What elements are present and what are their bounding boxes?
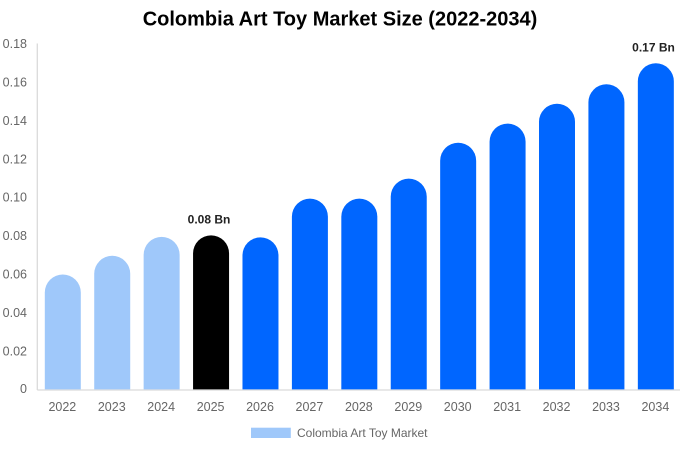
svg-text:2026: 2026 <box>246 400 274 414</box>
svg-text:0.18: 0.18 <box>3 37 27 51</box>
svg-text:0: 0 <box>20 382 27 396</box>
svg-text:0.16: 0.16 <box>3 76 27 90</box>
svg-text:2032: 2032 <box>543 400 571 414</box>
svg-text:2023: 2023 <box>98 400 126 414</box>
svg-text:Colombia Art Toy Market: Colombia Art Toy Market <box>297 426 428 440</box>
svg-text:0.17 Bn: 0.17 Bn <box>632 41 675 55</box>
svg-text:0.12: 0.12 <box>3 152 27 166</box>
svg-text:2034: 2034 <box>641 400 669 414</box>
svg-text:2022: 2022 <box>48 400 76 414</box>
svg-text:2031: 2031 <box>493 400 521 414</box>
svg-text:0.10: 0.10 <box>3 191 27 205</box>
svg-text:0.08 Bn: 0.08 Bn <box>188 213 231 227</box>
svg-text:2029: 2029 <box>394 400 422 414</box>
svg-text:Colombia Art Toy Market Size (: Colombia Art Toy Market Size (2022-2034) <box>143 9 538 31</box>
svg-text:0.02: 0.02 <box>3 344 27 358</box>
svg-text:0.06: 0.06 <box>3 268 27 282</box>
svg-text:2033: 2033 <box>592 400 620 414</box>
svg-text:2030: 2030 <box>444 400 472 414</box>
svg-text:2028: 2028 <box>345 400 373 414</box>
svg-text:2024: 2024 <box>147 400 175 414</box>
svg-text:2027: 2027 <box>296 400 324 414</box>
svg-text:2025: 2025 <box>197 400 225 414</box>
svg-text:0.14: 0.14 <box>3 114 27 128</box>
svg-text:0.08: 0.08 <box>3 229 27 243</box>
svg-text:0.04: 0.04 <box>3 306 27 320</box>
